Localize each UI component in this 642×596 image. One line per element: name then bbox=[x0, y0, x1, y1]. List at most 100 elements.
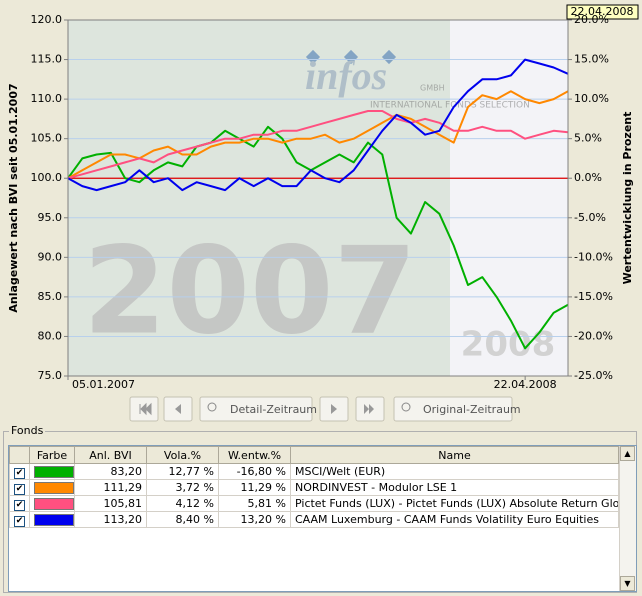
checkbox-cell[interactable]: ✔ bbox=[9, 511, 30, 528]
y2-tick-label: -5.0% bbox=[574, 211, 606, 224]
table-row[interactable]: ✔ 111,29 3,72 % 11,29 % NORDINVEST - Modulor… bbox=[9, 479, 619, 496]
cursor-box bbox=[566, 4, 639, 20]
series-line bbox=[67, 90, 569, 180]
table-row[interactable]: ✔ 113,20 8,40 % 13,20 % CAAM Luxemburg - CAA… bbox=[9, 511, 619, 528]
table-cell: Pictet Funds (LUX) - Pictet Funds (LUX) … bbox=[290, 495, 619, 512]
table-cell: 3,72 % bbox=[146, 479, 219, 496]
button-label: Original-Zeitraum bbox=[423, 403, 521, 416]
original-button[interactable] bbox=[393, 396, 513, 422]
icon bbox=[401, 402, 411, 412]
icon bbox=[207, 402, 217, 412]
checkbox-cell[interactable]: ✔ bbox=[9, 463, 30, 480]
series-line bbox=[67, 125, 569, 350]
logo-text: infos bbox=[305, 53, 387, 98]
y2-tick-label: 0.0% bbox=[574, 171, 602, 184]
table-cell: 113,20 bbox=[74, 511, 147, 528]
table-cell: 4,12 % bbox=[146, 495, 219, 512]
checkbox[interactable]: ✔ bbox=[14, 499, 25, 511]
header-cell[interactable]: Name bbox=[290, 446, 619, 464]
y2-tick-label: 15.0% bbox=[574, 53, 609, 66]
header-cell[interactable]: W.entw.% bbox=[218, 446, 291, 464]
table-cell: 5,81 % bbox=[218, 495, 291, 512]
y-tick-label: 85.0 bbox=[38, 290, 63, 303]
icon bbox=[175, 404, 181, 414]
series-line bbox=[67, 110, 569, 180]
watermark: 2007 bbox=[83, 223, 417, 362]
header-cell[interactable]: Vola.% bbox=[146, 446, 219, 464]
scrollbar[interactable]: ▲ ▼ bbox=[619, 446, 636, 591]
y2-tick-label: 5.0% bbox=[574, 132, 602, 145]
checkbox-cell[interactable]: ✔ bbox=[9, 479, 30, 496]
color-swatch bbox=[34, 481, 74, 494]
table-cell: 11,29 % bbox=[218, 479, 291, 496]
y2-tick-label: -15.0% bbox=[574, 290, 613, 303]
checkbox[interactable]: ✔ bbox=[14, 483, 25, 495]
table-container: Farbe Anl. BVI Vola.% W.entw.% Name ✔ 83,20 12… bbox=[8, 445, 637, 592]
icon bbox=[331, 404, 337, 414]
y-tick-label: 115.0 bbox=[31, 53, 63, 66]
detail-button[interactable] bbox=[199, 396, 313, 422]
table-cell: 13,20 % bbox=[218, 511, 291, 528]
nav-buttons: Detail-Zeitraum Original-Zeitraum bbox=[129, 396, 521, 422]
icon bbox=[364, 404, 374, 414]
series-line bbox=[67, 58, 569, 192]
color-cell bbox=[29, 511, 75, 528]
header-cell[interactable]: Farbe bbox=[29, 446, 75, 464]
group-label: Fonds bbox=[9, 424, 46, 437]
y2-tick-label: 20.0% bbox=[574, 13, 609, 26]
color-cell bbox=[29, 463, 75, 480]
checkbox[interactable]: ✔ bbox=[14, 515, 25, 527]
table-cell: CAAM Luxemburg - CAAM Funds Volatility E… bbox=[290, 511, 619, 528]
color-cell bbox=[29, 495, 75, 512]
scroll-up[interactable]: ▲ bbox=[620, 446, 635, 461]
y-tick-label: 90.0 bbox=[38, 250, 63, 263]
checkbox-cell[interactable]: ✔ bbox=[9, 495, 30, 512]
y-tick-label: 105.0 bbox=[31, 132, 63, 145]
y2-tick-label: -10.0% bbox=[574, 250, 613, 263]
period-background bbox=[68, 20, 450, 376]
logo: infos GMBH INTERNATIONAL FONDS SELECTION bbox=[305, 49, 530, 111]
chart: 2007 2008 infos GMBH INTERNATIONAL FONDS… bbox=[7, 4, 639, 422]
header-cell[interactable]: Anl. BVI bbox=[74, 446, 147, 464]
y-tick-label: 120.0 bbox=[31, 13, 63, 26]
logo-tagline: INTERNATIONAL FONDS SELECTION bbox=[370, 101, 530, 111]
y-tick-label: 110.0 bbox=[31, 92, 63, 105]
table-cell: 105,81 bbox=[74, 495, 147, 512]
logo-sub: GMBH bbox=[420, 84, 445, 93]
y2-tick-label: 10.0% bbox=[574, 92, 609, 105]
icon bbox=[139, 402, 152, 416]
header-cell bbox=[9, 446, 30, 464]
y2-axis-title: Wertentwicklung in Prozent bbox=[621, 112, 634, 285]
scroll-down[interactable]: ▼ bbox=[620, 576, 635, 591]
table-cell: MSCI/Welt (EUR) bbox=[290, 463, 619, 480]
color-swatch bbox=[34, 497, 74, 510]
header-row: Farbe Anl. BVI Vola.% W.entw.% Name bbox=[9, 446, 619, 464]
period-background bbox=[450, 20, 568, 376]
color-cell bbox=[29, 479, 75, 496]
table-cell: -16,80 % bbox=[218, 463, 291, 480]
color-swatch bbox=[34, 465, 74, 478]
table-cell: 12,77 % bbox=[146, 463, 219, 480]
x-tick-label: 05.01.2007 bbox=[72, 378, 135, 391]
table-cell: 83,20 bbox=[74, 463, 147, 480]
fonds-table: Farbe Anl. BVI Vola.% W.entw.% Name ✔ 83,20 12… bbox=[9, 446, 619, 528]
y2-tick-label: -25.0% bbox=[574, 369, 613, 382]
y-tick-label: 75.0 bbox=[38, 369, 63, 382]
cursor-label: 22.04.2008 bbox=[571, 5, 634, 18]
y-tick-label: 95.0 bbox=[38, 211, 63, 224]
table-row[interactable]: ✔ 105,81 4,12 % 5,81 % Pictet Funds (LUX) - … bbox=[9, 495, 619, 512]
table-row[interactable]: ✔ 83,20 12,77 % -16,80 % MSCI/Welt (EUR) bbox=[9, 463, 619, 480]
x-tick-label: 22.04.2008 bbox=[494, 378, 557, 391]
y2-tick-label: -20.0% bbox=[574, 329, 613, 342]
table-cell: NORDINVEST - Modulor LSE 1 bbox=[290, 479, 619, 496]
checkbox[interactable]: ✔ bbox=[14, 467, 25, 479]
table-cell: 111,29 bbox=[74, 479, 147, 496]
color-swatch bbox=[34, 513, 74, 526]
fonds-group: Fonds Farbe Anl. BVI Vola.% W.entw.% Name ✔ 8… bbox=[3, 424, 637, 593]
plot-frame bbox=[67, 19, 569, 377]
table-cell: 8,40 % bbox=[146, 511, 219, 528]
y-tick-label: 100.0 bbox=[31, 171, 63, 184]
button-label: Detail-Zeitraum bbox=[230, 403, 317, 416]
y-axis-title: Anlagewert nach BVI seit 05.01.2007 bbox=[7, 83, 20, 312]
